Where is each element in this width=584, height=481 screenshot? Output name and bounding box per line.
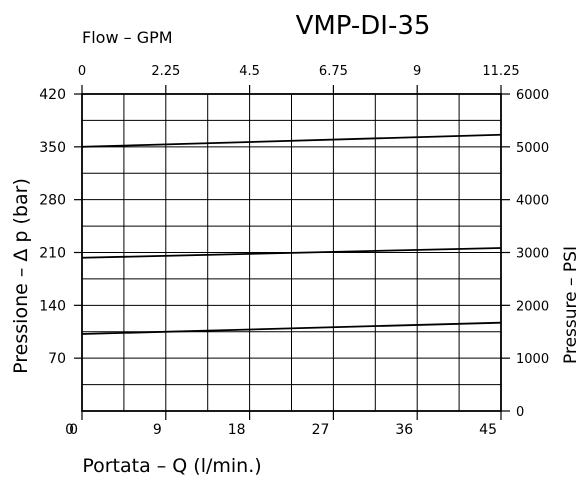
top-tick-label: 2.25 (151, 64, 180, 79)
right-tick-label: 0 (516, 405, 524, 420)
top-axis-title: Flow – GPM (82, 28, 173, 47)
series-line-3 (81, 321, 502, 335)
top-tick-label: 6.75 (319, 64, 348, 79)
top-tick-label: 0 (78, 64, 86, 79)
y-tick-label: 350 (39, 140, 66, 156)
y-tick-label: 70 (48, 351, 66, 367)
right-tick-label: 4000 (516, 194, 549, 209)
right-tick-label: 5000 (516, 141, 549, 156)
x-axis-title: Portata – Q (l/min.) (82, 455, 261, 477)
x-tick-label: 27 (312, 422, 330, 438)
x-tick-label: 18 (228, 422, 246, 438)
right-tick-label: 1000 (516, 352, 549, 367)
y-axis-title: Pressione – Δ p (bar) (10, 178, 32, 374)
right-axis-title: Pressure – PSI (561, 246, 581, 364)
axis-ticks (74, 85, 510, 420)
y-tick-label: 420 (39, 87, 66, 103)
y-tick-label: 280 (39, 193, 66, 209)
tick-labels: 0 9 18 27 36 45 0 2.25 4.5 6.75 9 11.25 70 140 210 280 3… (39, 64, 549, 438)
right-tick-label: 6000 (516, 88, 549, 103)
top-tick-label: 11.25 (482, 64, 519, 79)
x-tick-label: 9 (153, 422, 162, 438)
y-tick-label: 210 (39, 246, 66, 262)
series-line-1 (81, 133, 502, 148)
right-tick-label: 2000 (516, 299, 549, 314)
x-tick-label: 45 (479, 422, 497, 438)
top-tick-label: 9 (413, 64, 421, 79)
y-tick-label: 140 (39, 298, 66, 314)
right-tick-label: 3000 (516, 247, 549, 262)
x-tick-label: 0 (69, 422, 78, 438)
series-line-2 (81, 247, 502, 259)
top-tick-label: 4.5 (239, 64, 260, 79)
x-tick-label: 36 (395, 422, 413, 438)
series-lines (81, 133, 502, 335)
plot-frame (81, 93, 502, 412)
y-tick-label: 0 (65, 422, 74, 438)
chart-title: VMP-DI-35 (296, 11, 431, 41)
